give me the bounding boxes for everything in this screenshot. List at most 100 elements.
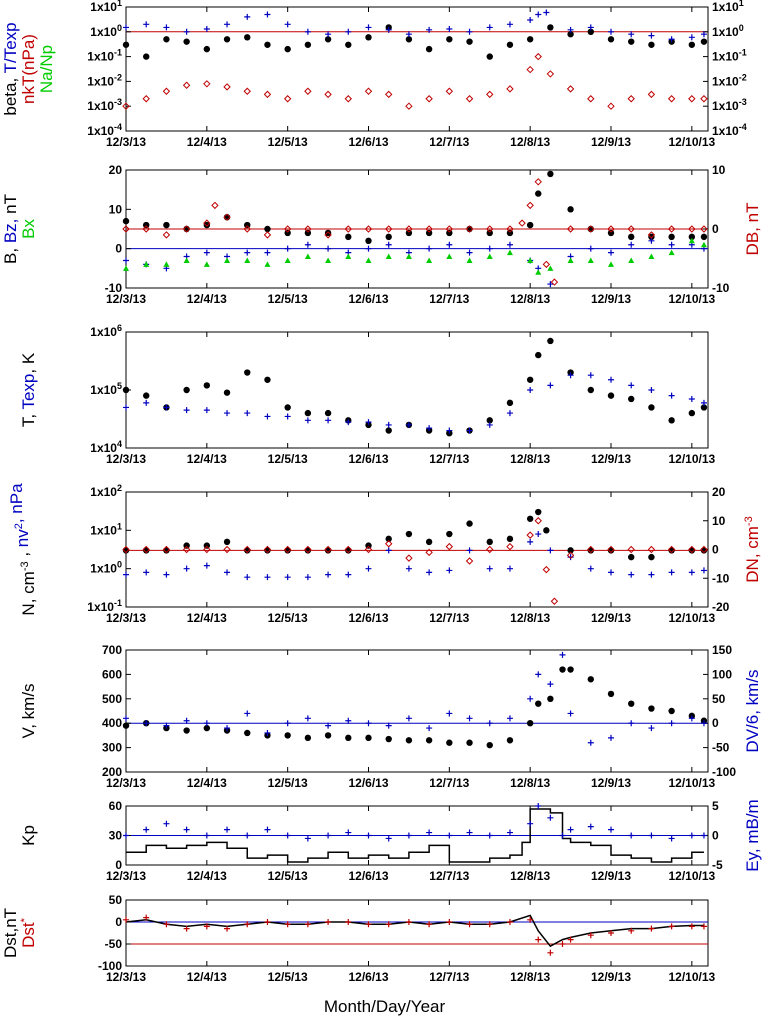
data-point (668, 707, 675, 715)
data-point (608, 930, 614, 936)
data-point (385, 241, 392, 248)
data-point (203, 45, 211, 53)
data-point (385, 26, 392, 33)
x-tick-label: 12/4/13 (187, 452, 227, 466)
data-point (143, 914, 150, 921)
data-point (304, 409, 312, 417)
data-point (486, 545, 494, 554)
data-point (203, 219, 211, 227)
data-point (203, 545, 211, 554)
data-point (587, 372, 594, 379)
series-dst (123, 914, 707, 956)
data-point (324, 732, 332, 739)
x-tick-label: 12/6/13 (348, 611, 388, 625)
data-point (304, 734, 312, 742)
data-point (304, 835, 311, 842)
x-tick-label: 12/10/13 (668, 452, 715, 466)
data-point (628, 927, 635, 934)
y-tick-label: 50 (109, 893, 123, 907)
data-point (264, 413, 271, 420)
x-tick-label: 12/8/13 (510, 611, 550, 625)
y-tick-label: 700 (102, 643, 122, 657)
data-point (304, 241, 311, 248)
series-line (126, 808, 704, 863)
data-point (559, 941, 566, 947)
data-point (425, 737, 433, 744)
data-point (123, 715, 129, 722)
data-point (283, 225, 292, 233)
data-point (506, 410, 513, 417)
data-point (526, 376, 534, 383)
y-tick-label: 1x100 (90, 23, 122, 39)
x-tick-label: 12/4/13 (187, 611, 227, 625)
data-point (648, 725, 655, 732)
y-tick-label-right: 1x100 (712, 23, 744, 39)
data-point (304, 229, 312, 237)
data-point (405, 102, 413, 110)
data-point (345, 919, 352, 925)
data-point (446, 427, 453, 434)
data-point (203, 832, 210, 839)
data-point (587, 257, 594, 263)
data-point (224, 410, 231, 417)
data-point (587, 28, 594, 35)
data-point (535, 671, 542, 678)
panel-p6: 12/3/13 12/4/13 12/5/13 12/6/13 12/7/13 12/8/… (19, 799, 762, 883)
data-point (628, 382, 635, 389)
data-point (506, 225, 514, 233)
data-point (122, 545, 130, 554)
data-point (385, 421, 392, 428)
data-point (405, 31, 412, 38)
data-point (405, 737, 413, 744)
data-point (668, 249, 675, 256)
data-point (628, 395, 635, 403)
data-point (143, 392, 150, 399)
data-point (506, 21, 513, 28)
x-tick-label: 12/8/13 (510, 292, 550, 306)
data-point (535, 11, 542, 18)
data-point (325, 832, 332, 839)
data-point (223, 36, 231, 43)
data-point (688, 41, 696, 48)
data-point (143, 826, 150, 833)
data-point (405, 715, 412, 722)
data-point (566, 551, 575, 559)
data-point (163, 820, 170, 827)
data-point (668, 36, 675, 43)
y-tick-label: -50 (105, 937, 123, 951)
y-axis-label-right: Ey, mB/m (743, 799, 762, 871)
data-point (284, 720, 291, 727)
data-point (325, 31, 332, 38)
data-point (486, 565, 493, 572)
data-point (365, 237, 372, 244)
series-db (122, 178, 708, 286)
series-nv2 (123, 531, 707, 581)
y-tick-label-right: -100 (712, 765, 736, 779)
y-tick-label-right: 1x10-2 (712, 72, 747, 88)
data-point (203, 80, 211, 88)
data-point (143, 399, 150, 406)
x-tick-label: 12/9/13 (591, 970, 631, 984)
data-point (224, 257, 231, 263)
y-tick-label-right: 0 (712, 543, 719, 557)
x-tick-label: 12/5/13 (268, 869, 308, 883)
data-point (284, 832, 291, 839)
data-point (385, 735, 392, 743)
data-point (365, 565, 372, 572)
data-point (607, 545, 615, 554)
x-tick-label: 12/8/13 (510, 776, 550, 790)
data-point (142, 225, 150, 233)
data-point (345, 419, 352, 426)
data-point (122, 225, 130, 233)
y-axis-label: Kp (19, 825, 38, 846)
x-tick-label: 12/5/13 (268, 452, 308, 466)
data-point (535, 190, 542, 197)
y-tick-label-right: 1x10-4 (712, 122, 747, 138)
data-point (466, 257, 473, 263)
y-tick-label-right: -50 (712, 741, 730, 755)
data-point (607, 690, 615, 698)
data-point (243, 545, 251, 554)
data-point (163, 261, 170, 267)
data-point (486, 245, 493, 252)
plot-frame (125, 649, 709, 773)
